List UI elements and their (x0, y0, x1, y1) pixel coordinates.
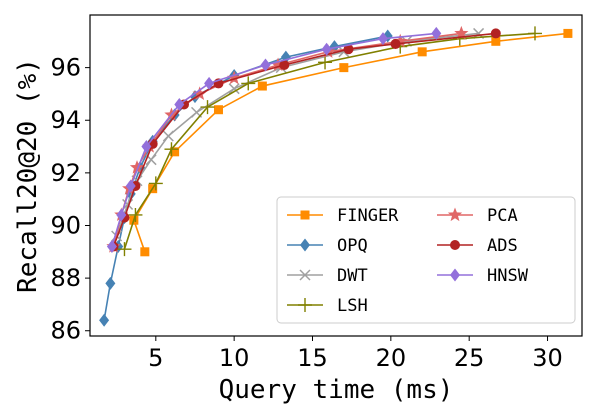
data-point-finger (417, 47, 427, 57)
legend-label-hnsw: HNSW (487, 266, 529, 286)
legend-label-lsh: LSH (337, 296, 368, 316)
data-point-lsh (164, 142, 179, 157)
data-point-pca (227, 70, 242, 85)
data-point-hnsw (378, 32, 389, 46)
y-tick-label: 96 (50, 54, 81, 82)
y-tick-label: 90 (50, 211, 81, 239)
legend-entry-hnsw: HNSW (437, 266, 529, 286)
data-point-finger (170, 147, 180, 157)
data-point-pca (270, 57, 286, 72)
data-point-lsh (128, 207, 143, 222)
y-tick-label: 86 (50, 317, 81, 345)
data-point-hnsw (141, 140, 152, 154)
legend-label-dwt: DWT (337, 266, 368, 286)
data-point-lsh (527, 26, 542, 41)
data-point-finger (563, 28, 573, 38)
plot-area (99, 25, 573, 327)
legend-marker-finger (300, 210, 310, 220)
data-point-hnsw (174, 97, 185, 111)
legend-marker-ads (450, 240, 460, 250)
data-point-dwt (228, 83, 240, 95)
data-point-lsh (117, 242, 132, 257)
data-point-opq (105, 276, 116, 290)
legend-box (276, 196, 576, 324)
data-point-finger (491, 36, 501, 46)
legend-marker-opq (300, 238, 310, 252)
legend-entry-finger: FINGER (287, 206, 399, 226)
x-tick-label: 10 (219, 344, 250, 372)
series-line-finger (132, 32, 568, 253)
legend-entry-dwt: DWT (287, 266, 368, 286)
axis-ticks: 5 10 15 20 25 30 86 88 90 92 94 96 (50, 54, 562, 372)
series-line-hnsw (111, 32, 437, 247)
data-point-lsh (148, 176, 163, 191)
legend-marker-lsh (298, 298, 312, 312)
data-point-finger (140, 247, 150, 257)
legend-label-pca: PCA (487, 206, 518, 226)
data-point-pca (393, 33, 408, 48)
legend-entry-pca: PCA (437, 206, 518, 226)
legend-label-opq: OPQ (337, 236, 368, 256)
data-point-hnsw (431, 26, 442, 40)
data-point-dwt (162, 130, 174, 142)
data-point-lsh (200, 100, 215, 115)
x-tick-label: 15 (297, 344, 328, 372)
series-line-ads (112, 32, 496, 247)
legend-entry-ads: ADS (437, 236, 518, 256)
data-point-hnsw (321, 42, 332, 56)
data-point-ads (390, 38, 401, 49)
data-point-hnsw (106, 240, 117, 254)
series-finger (129, 28, 573, 257)
legend-marker-dwt (299, 269, 311, 281)
data-point-hnsw (204, 76, 215, 90)
data-point-hnsw (125, 179, 136, 193)
legend-entry-opq: OPQ (287, 236, 368, 256)
legend-label-finger: FINGER (337, 206, 399, 226)
legend-label-ads: ADS (487, 236, 518, 256)
data-point-lsh (241, 76, 256, 91)
legend: FINGER OPQ DWT LSH PCA ADS HNSW (276, 196, 576, 324)
series-hnsw (106, 26, 442, 254)
series-line-lsh (123, 32, 536, 250)
y-tick-label: 92 (50, 159, 81, 187)
data-point-hnsw (260, 58, 271, 72)
y-axis-label: Recall20@20 (%) (13, 58, 43, 293)
data-point-opq (99, 313, 110, 327)
x-axis-label: Query time (ms) (219, 375, 454, 405)
data-point-ads (279, 59, 290, 70)
data-point-ads (490, 28, 501, 39)
data-point-lsh (318, 55, 333, 70)
legend-entry-lsh: LSH (287, 296, 368, 316)
data-point-pca (454, 25, 469, 40)
y-tick-label: 88 (50, 264, 81, 292)
x-tick-label: 30 (532, 344, 563, 372)
data-point-finger (213, 105, 223, 115)
x-tick-label: 25 (454, 344, 485, 372)
data-point-ads (343, 44, 354, 55)
data-point-pca (129, 160, 145, 174)
x-tick-label: 20 (376, 344, 407, 372)
plot-frame (89, 14, 583, 337)
data-point-hnsw (116, 208, 127, 222)
series-lsh (117, 26, 542, 257)
data-point-pca (192, 86, 207, 100)
x-tick-label: 5 (148, 344, 163, 372)
legend-marker-pca (447, 207, 463, 222)
y-tick-label: 94 (50, 106, 81, 134)
legend-marker-hnsw (450, 268, 460, 282)
data-point-finger (339, 63, 349, 73)
data-point-finger (257, 81, 267, 91)
